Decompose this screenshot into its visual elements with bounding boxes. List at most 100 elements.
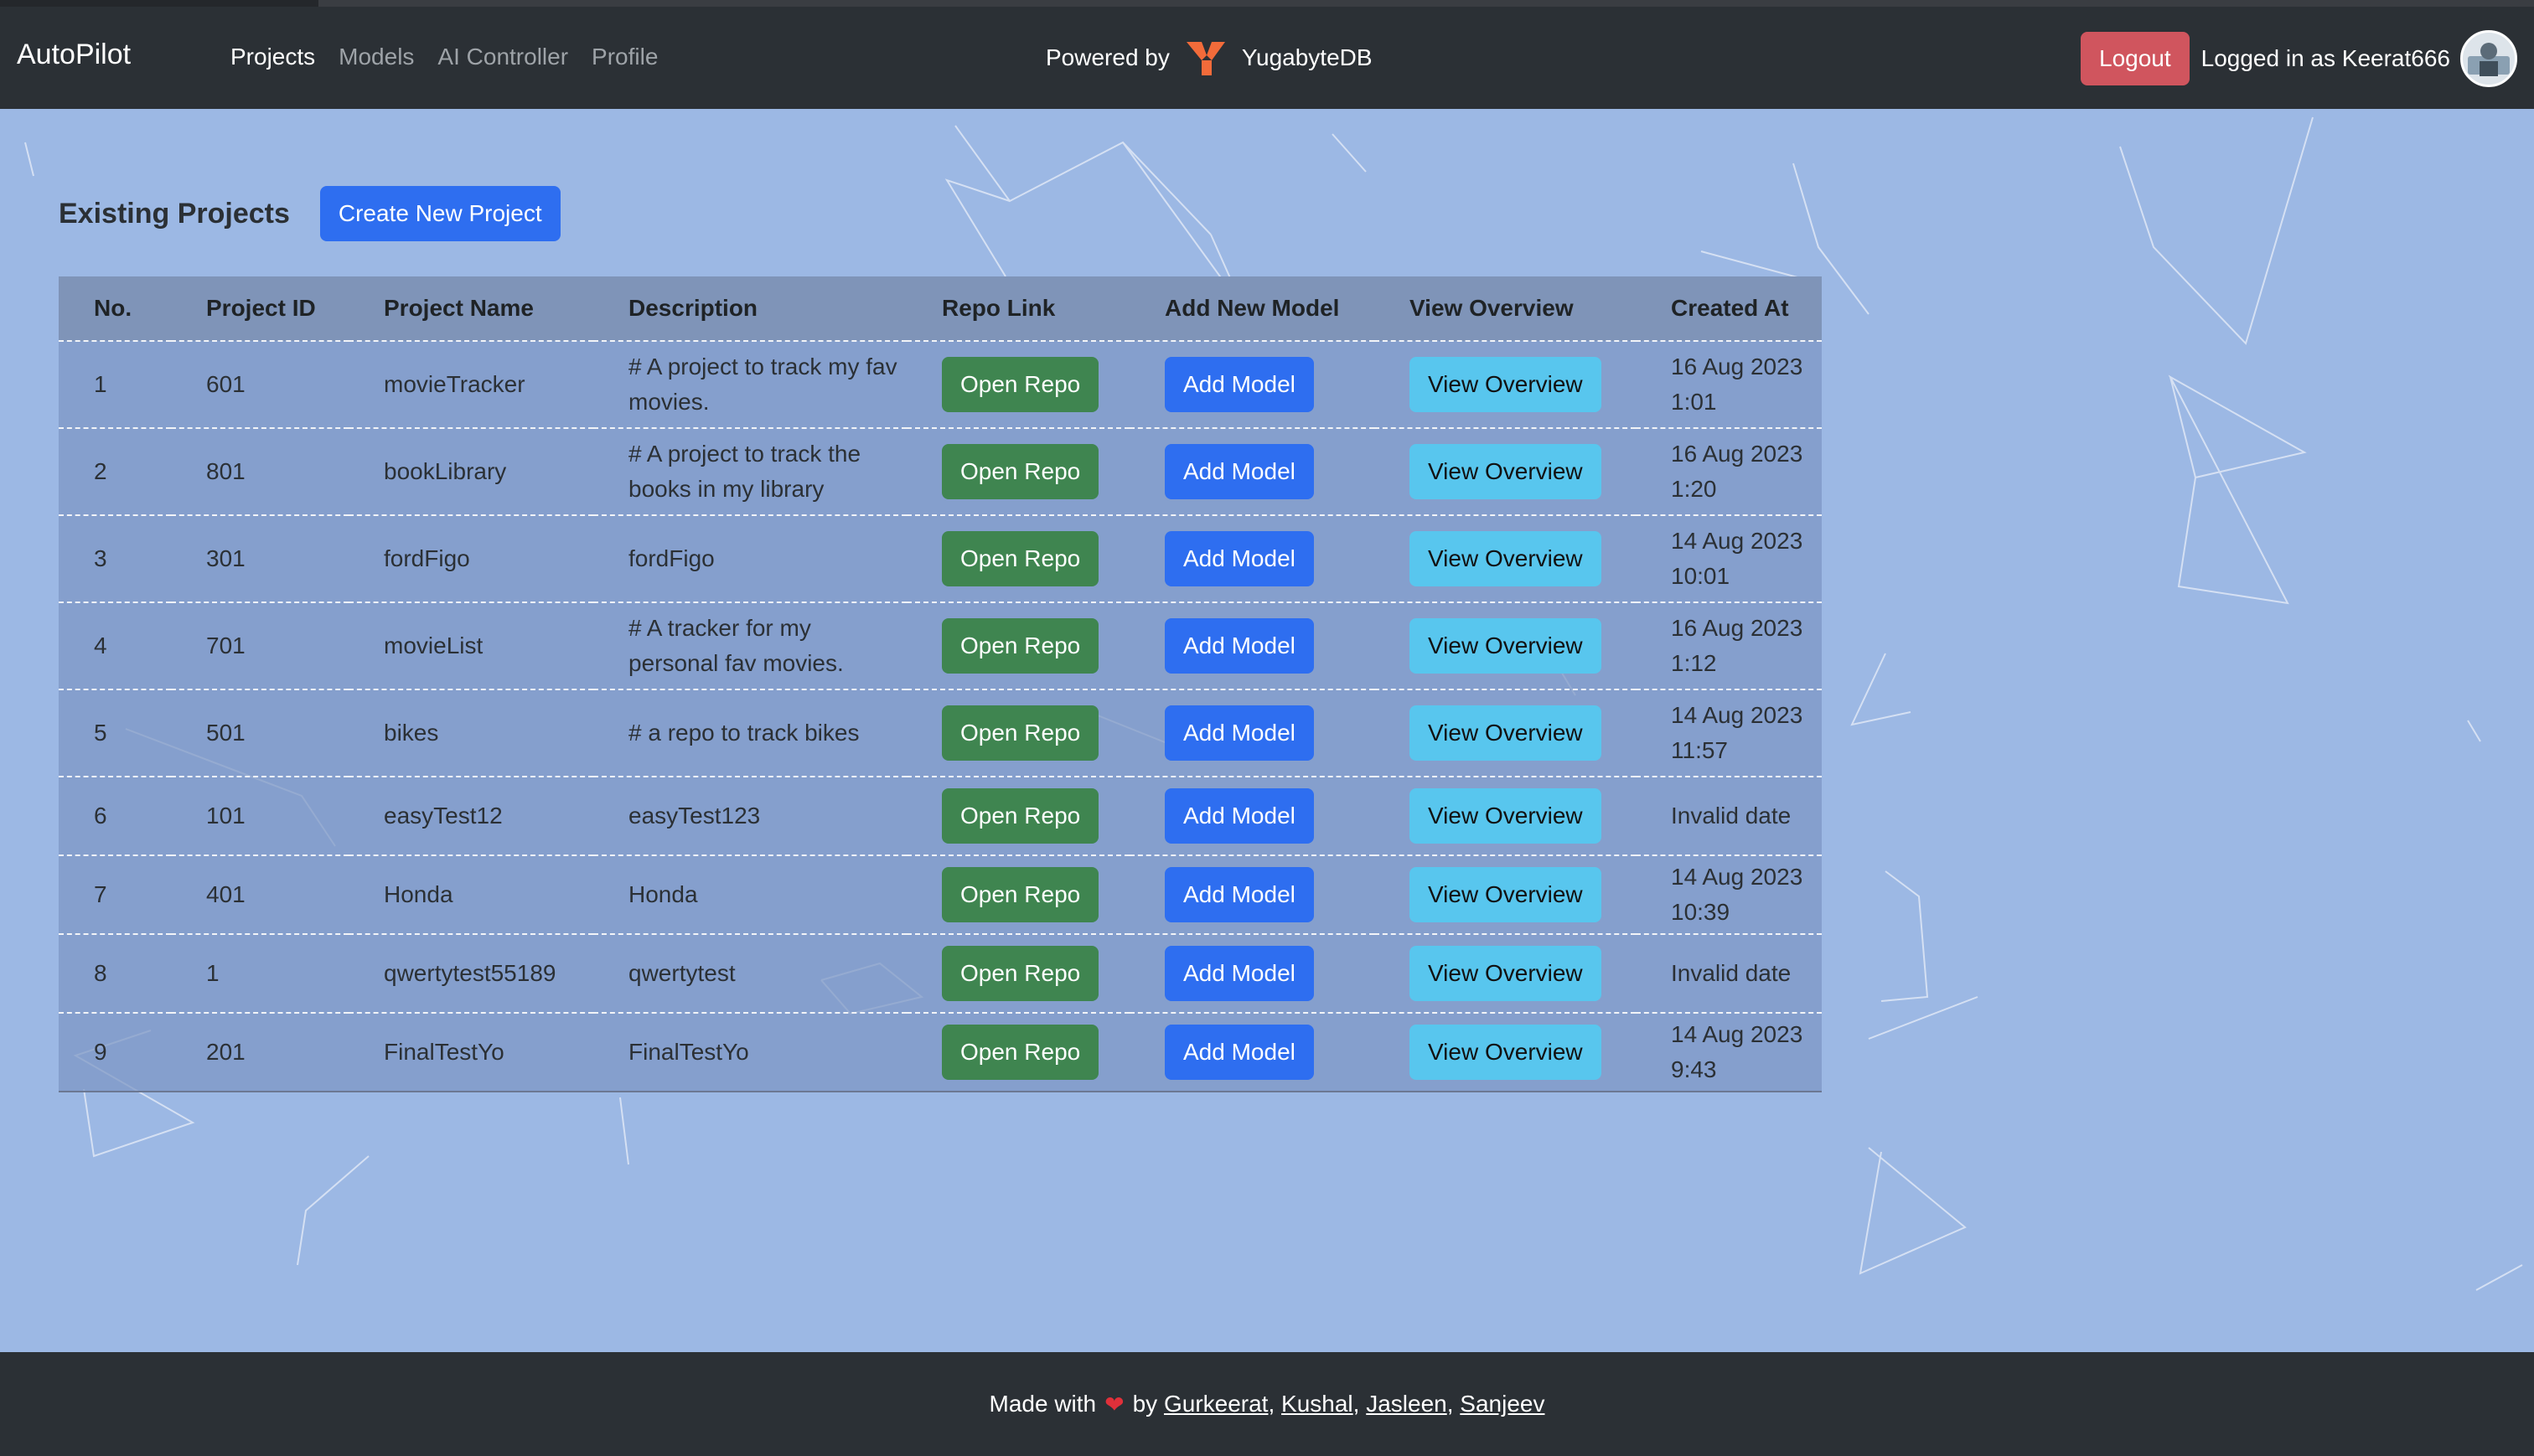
- table-row: 4 701 movieList # A tracker for my perso…: [59, 602, 1822, 689]
- cell-repo: Open Repo: [907, 514, 1130, 602]
- col-view-overview: View Overview: [1374, 276, 1636, 341]
- col-repo-link: Repo Link: [907, 276, 1130, 341]
- table-row: 1 601 movieTracker # A project to track …: [59, 340, 1822, 428]
- add-model-button[interactable]: Add Model: [1165, 618, 1314, 674]
- cell-project-name: FinalTestYo: [349, 1012, 593, 1092]
- cell-no: 2: [59, 427, 171, 515]
- table-row: 3 301 fordFigo fordFigo Open Repo Add Mo…: [59, 514, 1822, 602]
- open-repo-button[interactable]: Open Repo: [942, 705, 1099, 761]
- view-overview-button[interactable]: View Overview: [1409, 946, 1601, 1001]
- footer-made-with: Made with: [989, 1391, 1097, 1417]
- projects-header: Existing Projects Create New Project: [59, 186, 561, 241]
- avatar-icon: [2463, 33, 2515, 85]
- cell-overview: View Overview: [1374, 340, 1636, 428]
- open-repo-button[interactable]: Open Repo: [942, 946, 1099, 1001]
- cell-project-id: 101: [171, 776, 349, 855]
- cell-overview: View Overview: [1374, 602, 1636, 689]
- open-repo-button[interactable]: Open Repo: [942, 444, 1099, 499]
- cell-no: 6: [59, 776, 171, 855]
- footer-by: by: [1132, 1391, 1158, 1417]
- add-model-button[interactable]: Add Model: [1165, 531, 1314, 586]
- cell-description: # A project to track my fav movies.: [593, 340, 907, 428]
- cell-project-name: qwertytest55189: [349, 933, 593, 1013]
- cell-no: 9: [59, 1012, 171, 1092]
- cell-repo: Open Repo: [907, 340, 1130, 428]
- browser-tab-strip: [0, 0, 2534, 7]
- nav-models[interactable]: Models: [339, 44, 415, 70]
- view-overview-button[interactable]: View Overview: [1409, 867, 1601, 922]
- author-link-gurkeerat[interactable]: Gurkeerat: [1163, 1391, 1269, 1417]
- add-model-button[interactable]: Add Model: [1165, 444, 1314, 499]
- open-repo-button[interactable]: Open Repo: [942, 1025, 1099, 1080]
- view-overview-button[interactable]: View Overview: [1409, 1025, 1601, 1080]
- author-link-kushal[interactable]: Kushal: [1281, 1391, 1353, 1417]
- heading-row: Existing Projects Create New Project: [59, 186, 561, 241]
- add-model-button[interactable]: Add Model: [1165, 1025, 1314, 1080]
- cell-description: # a repo to track bikes: [593, 689, 907, 777]
- col-project-name: Project Name: [349, 276, 593, 341]
- cell-repo: Open Repo: [907, 854, 1130, 934]
- open-repo-button[interactable]: Open Repo: [942, 357, 1099, 412]
- cell-repo: Open Repo: [907, 933, 1130, 1013]
- nav-ai-controller[interactable]: AI Controller: [437, 44, 569, 70]
- view-overview-button[interactable]: View Overview: [1409, 357, 1601, 412]
- view-overview-button[interactable]: View Overview: [1409, 618, 1601, 674]
- table-row: 8 1 qwertytest55189 qwertytest Open Repo…: [59, 933, 1822, 1013]
- add-model-button[interactable]: Add Model: [1165, 946, 1314, 1001]
- cell-project-id: 501: [171, 689, 349, 777]
- cell-description: # A project to track the books in my lib…: [593, 427, 907, 515]
- yugabyte-logo-icon: [1186, 42, 1225, 75]
- add-model-button[interactable]: Add Model: [1165, 867, 1314, 922]
- nav-profile[interactable]: Profile: [592, 44, 659, 70]
- author-link-sanjeev[interactable]: Sanjeev: [1460, 1391, 1545, 1417]
- cell-no: 5: [59, 689, 171, 777]
- projects-table: No. Project ID Project Name Description …: [59, 276, 1822, 1092]
- view-overview-button[interactable]: View Overview: [1409, 788, 1601, 844]
- author-link-jasleen[interactable]: Jasleen: [1366, 1391, 1447, 1417]
- table-header-row: No. Project ID Project Name Description …: [59, 276, 1822, 341]
- cell-project-id: 701: [171, 602, 349, 689]
- cell-created-at: 14 Aug 2023 9:43: [1636, 1012, 1822, 1092]
- add-model-button[interactable]: Add Model: [1165, 357, 1314, 412]
- cell-description: # A tracker for my personal fav movies.: [593, 602, 907, 689]
- cell-model: Add Model: [1130, 427, 1374, 515]
- cell-model: Add Model: [1130, 933, 1374, 1013]
- user-avatar[interactable]: [2460, 30, 2517, 87]
- col-project-id: Project ID: [171, 276, 349, 341]
- view-overview-button[interactable]: View Overview: [1409, 705, 1601, 761]
- cell-repo: Open Repo: [907, 776, 1130, 855]
- cell-model: Add Model: [1130, 776, 1374, 855]
- cell-created-at: 14 Aug 2023 11:57: [1636, 689, 1822, 777]
- cell-project-id: 601: [171, 340, 349, 428]
- cell-repo: Open Repo: [907, 602, 1130, 689]
- cell-project-name: Honda: [349, 854, 593, 934]
- cell-project-id: 201: [171, 1012, 349, 1092]
- cell-overview: View Overview: [1374, 776, 1636, 855]
- logout-button[interactable]: Logout: [2081, 32, 2190, 85]
- cell-model: Add Model: [1130, 854, 1374, 934]
- view-overview-button[interactable]: View Overview: [1409, 531, 1601, 586]
- open-repo-button[interactable]: Open Repo: [942, 618, 1099, 674]
- powered-by-label: Powered by: [1046, 44, 1170, 70]
- cell-created-at: Invalid date: [1636, 776, 1822, 855]
- cell-project-name: movieList: [349, 602, 593, 689]
- add-model-button[interactable]: Add Model: [1165, 705, 1314, 761]
- cell-no: 1: [59, 340, 171, 428]
- cell-project-name: fordFigo: [349, 514, 593, 602]
- cell-no: 8: [59, 933, 171, 1013]
- cell-model: Add Model: [1130, 514, 1374, 602]
- create-new-project-button[interactable]: Create New Project: [319, 186, 561, 241]
- tab-strip-segment: [0, 0, 318, 7]
- cell-project-id: 401: [171, 854, 349, 934]
- cell-project-id: 1: [171, 933, 349, 1013]
- open-repo-button[interactable]: Open Repo: [942, 531, 1099, 586]
- brand-logo[interactable]: AutoPilot: [17, 39, 132, 70]
- cell-overview: View Overview: [1374, 427, 1636, 515]
- heart-icon: ❤: [1104, 1391, 1125, 1417]
- nav-projects[interactable]: Projects: [230, 44, 316, 70]
- open-repo-button[interactable]: Open Repo: [942, 867, 1099, 922]
- add-model-button[interactable]: Add Model: [1165, 788, 1314, 844]
- col-description: Description: [593, 276, 907, 341]
- open-repo-button[interactable]: Open Repo: [942, 788, 1099, 844]
- view-overview-button[interactable]: View Overview: [1409, 444, 1601, 499]
